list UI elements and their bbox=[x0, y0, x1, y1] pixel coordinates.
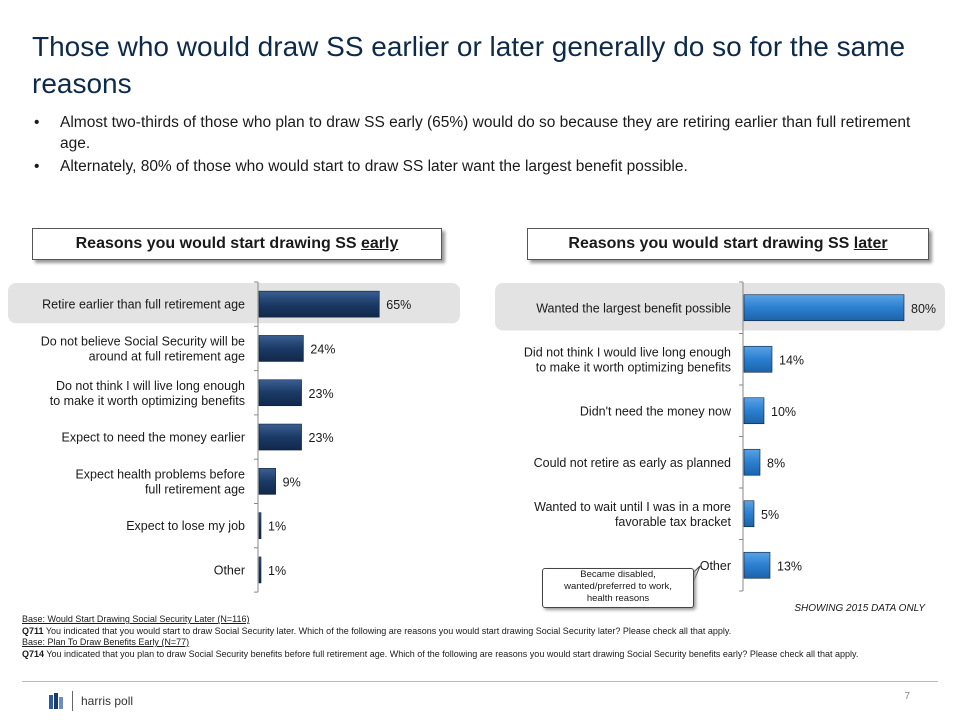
footnotes: Base: Would Start Drawing Social Securit… bbox=[22, 614, 937, 660]
logo-text: harris poll bbox=[81, 694, 134, 708]
later-category-label: Wanted the largest benefit possible bbox=[536, 301, 731, 315]
early-category-label: Expect to need the money earlier bbox=[62, 431, 245, 445]
early-data-label: 23% bbox=[309, 387, 334, 401]
early-bar bbox=[258, 512, 262, 539]
early-bar bbox=[258, 335, 304, 362]
early-chart-title: Reasons you would start drawing SS early bbox=[32, 228, 442, 260]
later-bar bbox=[743, 397, 765, 425]
early-bar bbox=[258, 423, 302, 451]
later-chart-title: Reasons you would start drawing SS later bbox=[527, 228, 929, 260]
later-bar bbox=[743, 345, 773, 373]
later-data-label: 14% bbox=[779, 353, 804, 367]
early-data-label: 1% bbox=[268, 564, 286, 578]
early-data-label: 9% bbox=[283, 475, 301, 489]
later-category-label: Didn't need the money now bbox=[580, 404, 732, 418]
later-category-label: Wanted to wait until I was in a more bbox=[534, 500, 731, 514]
early-data-label: 65% bbox=[386, 298, 411, 312]
early-title-underlined: early bbox=[361, 235, 399, 252]
early-category-label: Do not think I will live long enough bbox=[56, 379, 245, 393]
q714-label: Q714 bbox=[22, 648, 45, 659]
callout-line: wanted/preferred to work, bbox=[564, 581, 672, 592]
logo-mark-icon bbox=[49, 693, 63, 709]
early-data-label: 1% bbox=[268, 520, 286, 534]
logo-separator bbox=[72, 691, 73, 711]
q711-text: You indicated that you would start to dr… bbox=[43, 625, 732, 636]
bullet-item: Almost two-thirds of those who plan to d… bbox=[32, 112, 932, 154]
later-bar bbox=[743, 294, 905, 322]
early-data-label: 23% bbox=[309, 431, 334, 445]
bullet-item: Alternately, 80% of those who would star… bbox=[32, 156, 932, 177]
later-bar bbox=[743, 500, 755, 528]
footer-divider bbox=[22, 681, 938, 682]
later-category-label: Did not think I would live long enough bbox=[524, 345, 731, 359]
later-category-label: Other bbox=[700, 559, 731, 573]
early-category-label: to make it worth optimizing benefits bbox=[50, 394, 245, 408]
base-early: Base: Plan To Draw Benefits Early (N=77) bbox=[22, 637, 190, 647]
later-title-underlined: later bbox=[853, 235, 888, 252]
early-category-label: Do not believe Social Security will be bbox=[41, 334, 245, 348]
later-bar bbox=[743, 448, 761, 476]
later-data-label: 10% bbox=[771, 405, 796, 419]
later-bar bbox=[743, 551, 771, 579]
later-title-prefix: Reasons you would start drawing SS bbox=[568, 235, 854, 252]
callout-line: health reasons bbox=[586, 593, 650, 604]
q711-label: Q711 bbox=[22, 625, 44, 636]
early-category-label: around at full retirement age bbox=[89, 349, 245, 363]
q711-note: Q711 You indicated that you would start … bbox=[22, 626, 937, 638]
page-title: Those who would draw SS earlier or later… bbox=[32, 31, 906, 99]
early-category-label: Retire earlier than full retirement age bbox=[42, 298, 245, 312]
q714-note: Q714 You indicated that you plan to draw… bbox=[22, 649, 937, 661]
page-number: 7 bbox=[904, 691, 910, 702]
early-category-label: Expect to lose my job bbox=[126, 519, 245, 533]
early-bar bbox=[258, 379, 302, 407]
summary-bullets: Almost two-thirds of those who plan to d… bbox=[32, 112, 932, 179]
harris-poll-logo: harris poll bbox=[48, 690, 133, 712]
later-category-label: Could not retire as early as planned bbox=[534, 456, 731, 470]
later-category-label: to make it worth optimizing benefits bbox=[536, 360, 731, 374]
early-category-label: Expect health problems before bbox=[75, 467, 245, 481]
early-category-label: full retirement age bbox=[145, 482, 245, 496]
later-data-label: 5% bbox=[761, 508, 779, 522]
later-data-label: 80% bbox=[911, 302, 936, 316]
early-bar bbox=[258, 290, 380, 318]
early-bar bbox=[258, 468, 276, 495]
base-later: Base: Would Start Drawing Social Securit… bbox=[22, 614, 250, 624]
later-data-label: 13% bbox=[777, 559, 802, 573]
callout-line: Became disabled, bbox=[580, 569, 656, 580]
early-title-prefix: Reasons you would start drawing SS bbox=[75, 235, 361, 252]
early-data-label: 24% bbox=[310, 342, 335, 356]
other-callout: Became disabled, wanted/preferred to wor… bbox=[542, 568, 694, 608]
later-data-label: 8% bbox=[767, 456, 785, 470]
later-category-label: favorable tax bracket bbox=[615, 515, 732, 529]
showing-note: SHOWING 2015 DATA ONLY bbox=[794, 603, 925, 614]
early-category-label: Other bbox=[214, 563, 245, 577]
early-bar bbox=[258, 556, 262, 584]
q714-text: You indicated that you plan to draw Soci… bbox=[44, 648, 859, 659]
